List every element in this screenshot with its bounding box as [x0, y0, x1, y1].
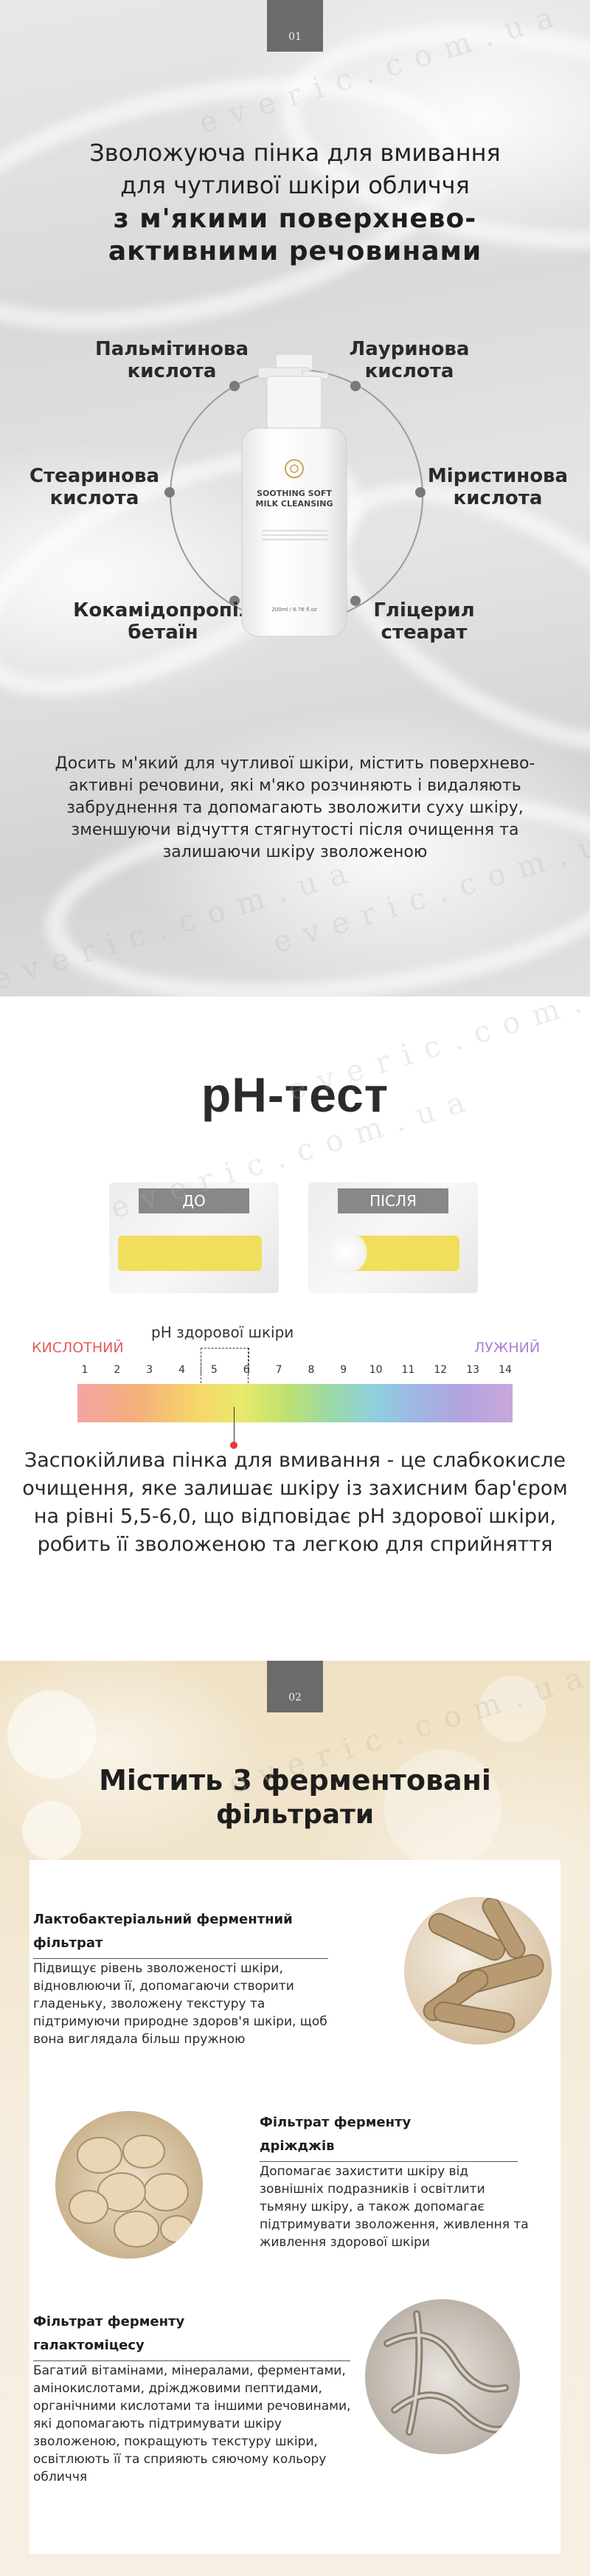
ingredient-dot	[229, 381, 240, 391]
ph-scale-number: 4	[178, 1364, 185, 1376]
after-swatch: ПІСЛЯ	[308, 1182, 478, 1293]
ingredient-type: кислота	[453, 487, 543, 509]
bottle-volume: 200ml / 6.76 fl.oz	[271, 607, 317, 613]
alkaline-label: ЛУЖНИЙ	[474, 1340, 541, 1356]
title-bold-line-2: активними речовинами	[108, 236, 482, 266]
ferment-2-title-line-1: Фільтрат ферменту	[260, 2115, 412, 2130]
ingredient-name: Лауринова	[349, 338, 470, 360]
ingredient-name: Стеаринова	[30, 465, 159, 487]
title-line-2: для чутливої шкіри обличчя	[120, 171, 470, 199]
ferment-2-underline	[260, 2161, 518, 2162]
ingredient-type: кислота	[127, 360, 217, 382]
ferment-1-underline	[33, 1958, 328, 1959]
ph-scale-number: 11	[401, 1364, 415, 1376]
ferment-2-title-line-2: дріжджів	[260, 2138, 335, 2154]
ph-scale-number: 1	[81, 1364, 88, 1376]
ferment-1-text: Підвищує рівень зволоженості шкіри, відн…	[33, 1961, 327, 2047]
ph-scale-number: 5	[210, 1364, 218, 1376]
ingredient-dot	[164, 487, 175, 497]
ph-description: Заспокійлива пінка для вмивання - це сла…	[22, 1449, 568, 1556]
product-bottle: SOOTHING SOFT MILK CLEANSING 200ml / 6.7…	[229, 354, 350, 638]
ph-scale-number: 8	[308, 1364, 315, 1376]
ferment-1-title-line-1: Лактобактеріальний ферментний	[33, 1912, 293, 1927]
ingredient-glyceryl: Гліцерил стеарат	[361, 599, 487, 644]
after-strip	[349, 1236, 459, 1271]
ph-scale-number: 10	[369, 1364, 383, 1376]
section-number-badge: 02	[267, 1661, 323, 1712]
before-strip	[118, 1236, 262, 1271]
ingredient-type: кислота	[364, 360, 454, 382]
ferment-2-text: Допомагає захистити шкіру від зовнішніх …	[260, 2164, 529, 2250]
bottle-name-line-2: MILK CLEANSING	[255, 499, 333, 509]
ph-test-title: pH-тест	[201, 1067, 389, 1122]
ingredient-name: Пальмітинова	[94, 338, 249, 360]
section-number-badge: 01	[267, 0, 323, 52]
ingredient-name: Міристинова	[427, 465, 569, 487]
ferment-3-title-line-1: Фільтрат ферменту	[33, 2314, 185, 2329]
after-label: ПІСЛЯ	[338, 1188, 448, 1213]
ferment-1-title: Лактобактеріальний ферментний фільтрат	[33, 1908, 293, 1955]
ferment-3-text: Багатий вітамінами, мінералами, фермента…	[33, 2363, 351, 2484]
ph-marker-line	[234, 1407, 235, 1445]
ingredient-dot	[350, 381, 361, 391]
foam-residue	[323, 1231, 367, 1274]
ingredient-type: стеарат	[381, 621, 468, 644]
ingredient-cocamidopropyl: Кокамідопропіл бетаїн	[71, 599, 255, 644]
ingredient-lauric: Лауринова кислота	[343, 338, 476, 382]
ph-scale-number: 13	[466, 1364, 480, 1376]
title-line-1: Зволожуюча пінка для вмивання	[89, 139, 501, 167]
ingredient-palmitic: Пальмітинова кислота	[94, 338, 249, 382]
ferment-3-title: Фільтрат ферменту галактоміцесу	[33, 2310, 184, 2358]
ph-scale-number: 14	[499, 1364, 512, 1376]
bottle-label: SOOTHING SOFT MILK CLEANSING	[242, 489, 347, 509]
ingredient-dot	[229, 596, 240, 606]
yeast-image	[55, 2111, 203, 2259]
section-ph-test	[0, 996, 590, 1661]
ingredient-name: Кокамідопропіл	[73, 599, 253, 621]
ferments-title-line-1: Містить 3 ферментовані	[99, 1764, 491, 1797]
title-bold-line-1: з м'якими поверхнево-	[113, 204, 477, 234]
ferment-1-title-line-2: фільтрат	[33, 1935, 103, 1951]
bacteria-illustration	[423, 1897, 544, 2033]
ph-scale-number: 2	[114, 1364, 121, 1376]
galactomyces-illustration	[384, 2310, 516, 2436]
yeast-illustration	[69, 2135, 194, 2248]
ingredient-stearic: Стеаринова кислота	[28, 465, 161, 509]
ph-scale-number: 12	[434, 1364, 448, 1376]
ingredient-myristic: Міристинова кислота	[424, 465, 572, 509]
ingredient-dot	[350, 596, 361, 606]
ingredient-type: бетаїн	[128, 621, 198, 644]
ph-scale-number: 3	[146, 1364, 153, 1376]
bottle-name-line-1: SOOTHING SOFT	[257, 489, 332, 498]
ingredient-name: Гліцерил	[373, 599, 475, 621]
ph-scale-number: 9	[340, 1364, 347, 1376]
ingredient-dot	[415, 487, 426, 497]
ferments-title-line-2: фільтрати	[215, 1800, 375, 1830]
range-line-right	[248, 1348, 249, 1398]
before-swatch: ДО	[109, 1182, 279, 1293]
ferment-3-underline	[33, 2360, 350, 2361]
cleansing-description: Досить м'який для чутливої шкіри, містит…	[55, 754, 535, 861]
ph-scale-number: 7	[275, 1364, 282, 1376]
ferment-2-title: Фільтрат ферменту дріжджів	[260, 2111, 411, 2158]
bottle-illustration	[241, 354, 347, 637]
ferment-3-title-line-2: галактоміцесу	[33, 2338, 145, 2353]
galactomyces-image	[365, 2299, 520, 2454]
ph-scale-number: 6	[243, 1364, 250, 1376]
ph-marker-dot	[230, 1442, 237, 1449]
acid-label: КИСЛОТНИЙ	[32, 1340, 124, 1356]
ph-color-scale	[77, 1384, 513, 1422]
ingredient-type: кислота	[49, 487, 139, 509]
healthy-ph-label: pH здорової шкіри	[151, 1323, 294, 1341]
before-label: ДО	[139, 1188, 249, 1213]
lactobacillus-image	[404, 1897, 552, 2045]
